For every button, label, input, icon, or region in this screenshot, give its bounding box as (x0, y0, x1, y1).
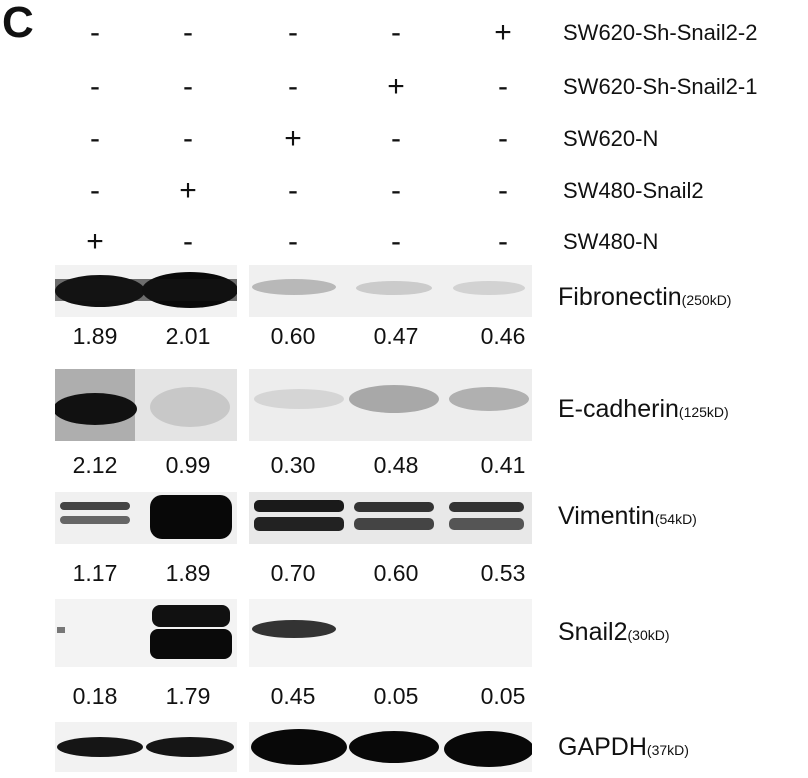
protein-label-fibronectin: Fibronectin(250kD) (558, 283, 731, 312)
protein-mw: (30kD) (627, 627, 670, 643)
condition-sign: - (183, 70, 193, 103)
protein-label-vimentin: Vimentin(54kD) (558, 502, 697, 531)
condition-sign: - (288, 70, 298, 103)
condition-sign: - (288, 16, 298, 49)
protein-label-gapdh: GAPDH(37kD) (558, 733, 689, 762)
condition-label: SW620-Sh-Snail2-2 (563, 20, 758, 45)
condition-sign: - (183, 122, 193, 155)
condition-sign: - (498, 225, 508, 258)
condition-sign: - (391, 16, 401, 49)
protein-name: Vimentin (558, 502, 655, 530)
condition-sign: - (498, 122, 508, 155)
blot-ecadherin-left (55, 369, 237, 441)
densitometry-value: 0.05 (480, 683, 526, 709)
densitometry-value: 1.17 (72, 560, 118, 586)
condition-label: SW620-Sh-Snail2-1 (563, 74, 758, 99)
condition-sign: - (288, 174, 298, 207)
densitometry-value: 0.53 (480, 560, 526, 586)
densitometry-value: 1.89 (165, 560, 211, 586)
densitometry-value: 0.47 (373, 323, 419, 349)
condition-sign: - (90, 122, 100, 155)
condition-sign: - (90, 70, 100, 103)
condition-sign: - (183, 225, 193, 258)
protein-mw: (54kD) (654, 511, 697, 527)
densitometry-value: 0.41 (480, 452, 526, 478)
condition-sign: + (387, 70, 405, 103)
densitometry-value: 0.99 (165, 452, 211, 478)
condition-sign: - (498, 174, 508, 207)
blot-gapdh-right (249, 722, 532, 772)
densitometry-value: 0.60 (270, 323, 316, 349)
blot-snail2-left (55, 599, 237, 667)
protein-name: Snail2 (558, 618, 628, 646)
blot-snail2-right (249, 599, 532, 667)
densitometry-value: 2.01 (165, 323, 211, 349)
condition-sign: - (391, 122, 401, 155)
protein-label-ecadherin: E-cadherin(125kD) (558, 395, 729, 424)
condition-sign: + (284, 122, 302, 155)
densitometry-value: 2.12 (72, 452, 118, 478)
condition-sign: + (494, 16, 512, 49)
blot-vimentin-right (249, 492, 532, 544)
densitometry-value: 1.79 (165, 683, 211, 709)
protein-mw: (37kD) (646, 742, 689, 758)
protein-name: GAPDH (558, 733, 647, 761)
protein-mw: (125kD) (678, 404, 729, 420)
condition-sign: - (391, 225, 401, 258)
blot-fibronectin-right (249, 265, 532, 317)
densitometry-value: 0.60 (373, 560, 419, 586)
condition-sign: - (183, 16, 193, 49)
densitometry-value: 0.45 (270, 683, 316, 709)
condition-sign: - (498, 70, 508, 103)
protein-name: Fibronectin (558, 283, 682, 311)
condition-sign: - (90, 174, 100, 207)
protein-name: E-cadherin (558, 395, 679, 423)
densitometry-value: 0.70 (270, 560, 316, 586)
protein-label-snail2: Snail2(30kD) (558, 618, 670, 647)
densitometry-value: 0.46 (480, 323, 526, 349)
condition-sign: - (288, 225, 298, 258)
condition-sign: - (391, 174, 401, 207)
blot-gapdh-left (55, 722, 237, 772)
condition-label: SW480-N (563, 229, 659, 254)
blot-vimentin-left (55, 492, 237, 544)
protein-mw: (250kD) (681, 292, 732, 308)
blot-fibronectin-left (55, 265, 237, 317)
panel-label: C (2, 0, 34, 47)
condition-sign: + (86, 225, 104, 258)
densitometry-value: 0.18 (72, 683, 118, 709)
blot-ecadherin-right (249, 369, 532, 441)
condition-label: SW620-N (563, 126, 659, 151)
densitometry-value: 1.89 (72, 323, 118, 349)
condition-sign: + (179, 174, 197, 207)
densitometry-value: 0.48 (373, 452, 419, 478)
densitometry-value: 0.30 (270, 452, 316, 478)
condition-sign: - (90, 16, 100, 49)
condition-label: SW480-Snail2 (563, 178, 704, 203)
densitometry-value: 0.05 (373, 683, 419, 709)
